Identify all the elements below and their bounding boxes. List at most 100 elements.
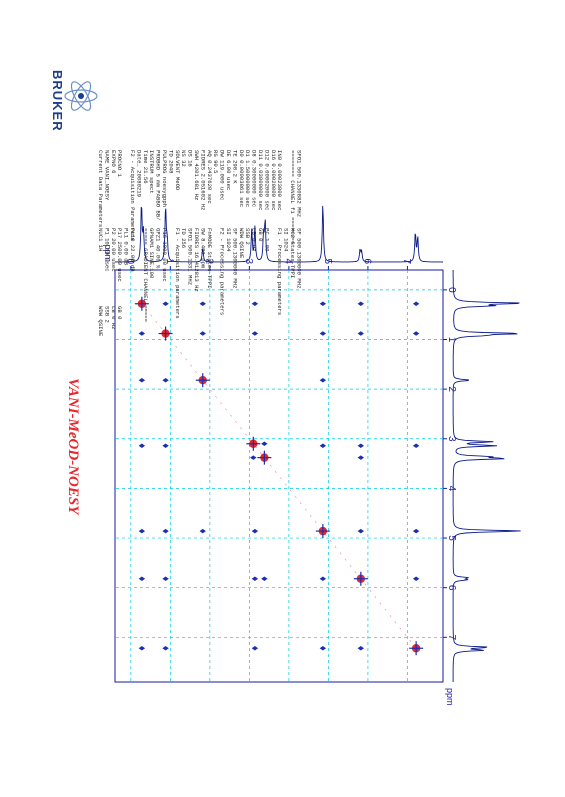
param-line: PROCNO 1	[116, 150, 123, 177]
grid	[115, 270, 443, 682]
cross-peak	[138, 576, 146, 581]
cross-peak	[138, 331, 146, 336]
param-line: SF 500.1300000 MHz	[295, 228, 302, 288]
cross-peak	[319, 443, 327, 448]
param-line: SI 1024	[225, 228, 232, 252]
param-line: P17 2500.00 usec	[116, 228, 123, 282]
param-line: ======== CHANNEL f1 ========	[289, 150, 296, 245]
param-line: TD 2048	[167, 150, 174, 174]
cross-peak	[138, 528, 146, 534]
param-line: D8 0.30000000 sec	[251, 150, 258, 207]
x-tick-label: 4	[446, 486, 457, 492]
param-line: NAME VANI_NOESY	[103, 150, 110, 201]
cross-peak	[357, 331, 365, 336]
param-line: F1 - Acquisition parameters	[174, 228, 181, 319]
cross-peak	[138, 377, 146, 383]
x-tick-label: 2	[446, 386, 457, 392]
param-line: P16 1000.00 usec	[161, 228, 168, 282]
param-line: EXPNO 6	[110, 150, 117, 174]
param-line: DW 119.000 usec	[219, 150, 226, 200]
cross-peak	[319, 331, 327, 336]
x-tick-label: 7	[446, 635, 457, 641]
y-tick-label: 0	[124, 258, 135, 264]
param-line: F1 - Processing parameters	[276, 228, 283, 315]
param-line: DS 16	[187, 150, 194, 167]
param-line: P2 20.00 usec	[110, 228, 117, 272]
param-line: ===== GRADIENT CHANNEL =====	[142, 228, 149, 323]
y-tick-label: 1	[164, 258, 175, 264]
f2-projection	[452, 270, 521, 682]
param-line: SI 1024	[283, 228, 290, 252]
x-axis-ticks: 0 1 2 3 4 5 6 7	[443, 287, 457, 641]
cross-peak	[162, 301, 169, 306]
acquisition-parameters: Current Data Parameters NAME VANI_NOESY EX…	[97, 150, 302, 337]
cross-peak	[199, 301, 206, 306]
param-line: D1 1.50000000 sec	[244, 150, 251, 207]
param-line: F2 - Acquisition Parameters	[129, 150, 136, 241]
param-line: PULPROG noesygpph	[161, 150, 168, 207]
param-line: NUC1 1H	[97, 228, 104, 252]
param-line: LB 0 Hz	[251, 228, 258, 252]
cross-peak	[162, 528, 169, 534]
x-tick-label: 1	[446, 337, 457, 343]
cross-peak	[412, 331, 420, 336]
y-axis-label: ppm	[103, 244, 113, 262]
param-line: MC2 States-TPPI	[289, 228, 296, 278]
param-line: TE 298.2 K	[231, 150, 238, 184]
cross-peak	[251, 646, 259, 651]
cross-peak	[138, 443, 146, 448]
y-tick-label: 6	[361, 258, 372, 264]
param-line: IN0 0.00023800 sec	[276, 150, 283, 210]
cross-peak	[357, 528, 365, 534]
param-line: LB 0 Hz	[110, 306, 117, 330]
cross-peak	[412, 443, 420, 448]
param-line: GB 0	[257, 228, 264, 242]
peak-marks	[134, 296, 424, 656]
param-line: SOLVENT MeOD	[174, 150, 181, 191]
param-line: DE 6.00 usec	[225, 150, 232, 190]
param-line: FnMODE States-TPPI	[206, 228, 213, 288]
cross-peak	[251, 576, 259, 581]
param-line: TD 256	[180, 228, 187, 248]
f2-projection-trace	[452, 270, 521, 682]
param-line: RG 90.5	[212, 150, 219, 174]
param-line: NS 32	[180, 150, 187, 167]
param-line: WDW QSINE	[238, 228, 245, 259]
logo-nucleus	[78, 93, 84, 99]
y-axis-ticks: 0 1 2 3 4 5 6 7	[124, 258, 412, 270]
diagonal-trace	[140, 302, 420, 653]
param-line: WDW QSINE	[97, 306, 104, 337]
cross-peak	[250, 455, 257, 460]
cross-peak	[251, 528, 259, 534]
cross-peak	[138, 646, 146, 651]
cross-peak	[319, 646, 327, 651]
param-line: PC 1.00	[263, 228, 270, 252]
param-line: Time 21.56	[142, 150, 149, 184]
param-line: SSB 2	[244, 228, 251, 245]
param-line: Current Data Parameters	[97, 150, 104, 227]
cross-peak	[261, 576, 268, 581]
cross-peak	[412, 528, 420, 534]
param-line: D11 0.03000000 sec	[257, 150, 264, 210]
cross-peak	[319, 377, 327, 383]
cross-peak	[251, 301, 259, 306]
y-tick-label: 7	[401, 258, 412, 264]
y-tick-label: 4	[282, 258, 293, 264]
cross-peak	[357, 443, 365, 448]
param-line: PL1 0.00 dB	[123, 228, 130, 266]
y-tick-label: 5	[322, 258, 333, 264]
cross-peak	[162, 377, 169, 383]
param-line: PL10 22.00 dB	[129, 228, 136, 272]
param-line: SSB 2	[103, 306, 110, 323]
param-line: SFO1 500.1331 MHz	[187, 228, 194, 285]
x-tick-label: 0	[446, 287, 457, 293]
cross-peak	[162, 576, 169, 581]
param-line: FIDRES 2.051602 Hz	[199, 150, 206, 210]
param-line: PROBHD 5 mm PABBO BB/	[155, 150, 162, 221]
cross-peak	[319, 301, 327, 306]
x-tick-label: 5	[446, 535, 457, 541]
cross-peak	[162, 443, 169, 448]
x-tick-label: 3	[446, 436, 457, 442]
cross-peak	[251, 331, 259, 336]
